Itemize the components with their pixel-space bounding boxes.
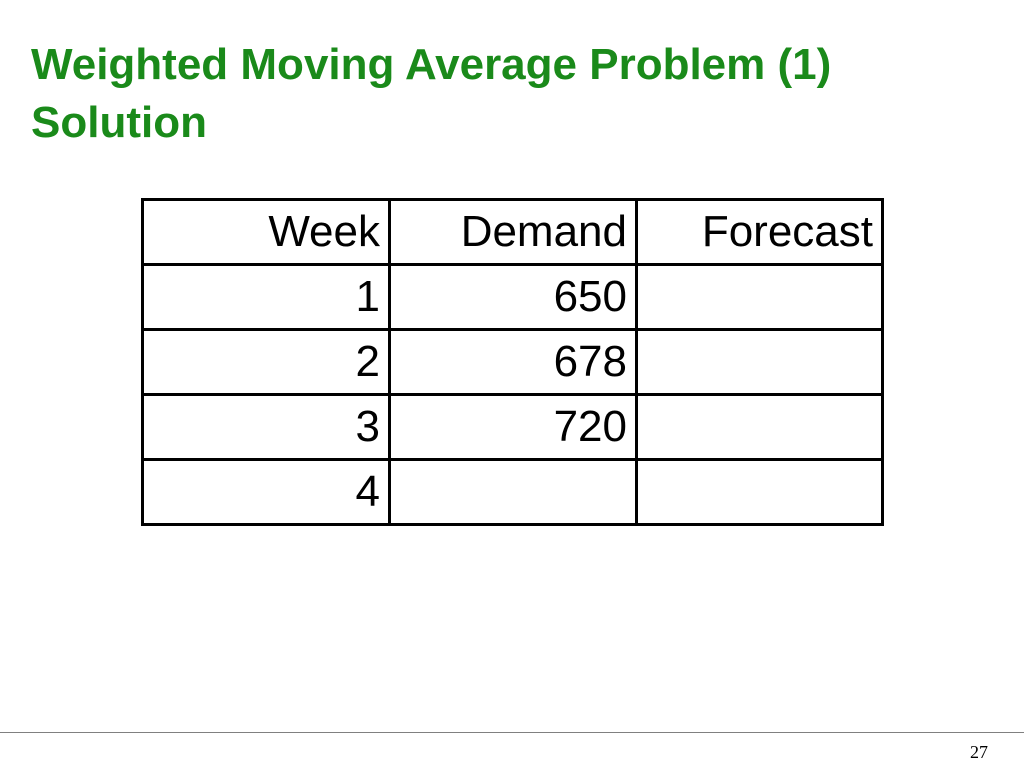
demand-cell: 720 <box>388 393 638 461</box>
demand-cell <box>388 458 638 526</box>
week-cell: 2 <box>141 328 391 396</box>
header-week: Week <box>141 198 391 266</box>
table-row: 4 <box>141 458 884 526</box>
week-cell: 3 <box>141 393 391 461</box>
header-forecast: Forecast <box>635 198 884 266</box>
slide-title-line-2: Solution <box>31 98 207 147</box>
table-row: 2 678 <box>141 328 884 396</box>
table-row: 3 720 <box>141 393 884 461</box>
footer-divider <box>0 732 1024 733</box>
forecast-cell <box>635 393 884 461</box>
week-cell: 1 <box>141 263 391 331</box>
demand-cell: 650 <box>388 263 638 331</box>
page-number: 27 <box>970 742 988 762</box>
forecast-cell <box>635 458 884 526</box>
slide-title: Weighted Moving Average Problem (1) Solu… <box>31 36 991 152</box>
demand-cell: 678 <box>388 328 638 396</box>
forecast-cell <box>635 328 884 396</box>
week-cell: 4 <box>141 458 391 526</box>
header-demand: Demand <box>388 198 638 266</box>
slide-title-line-1: Weighted Moving Average Problem (1) <box>31 40 832 89</box>
demand-table: Week Demand Forecast 1 650 2 678 3 720 <box>141 198 884 526</box>
table-header-row: Week Demand Forecast <box>141 198 884 266</box>
table-row: 1 650 <box>141 263 884 331</box>
forecast-cell <box>635 263 884 331</box>
